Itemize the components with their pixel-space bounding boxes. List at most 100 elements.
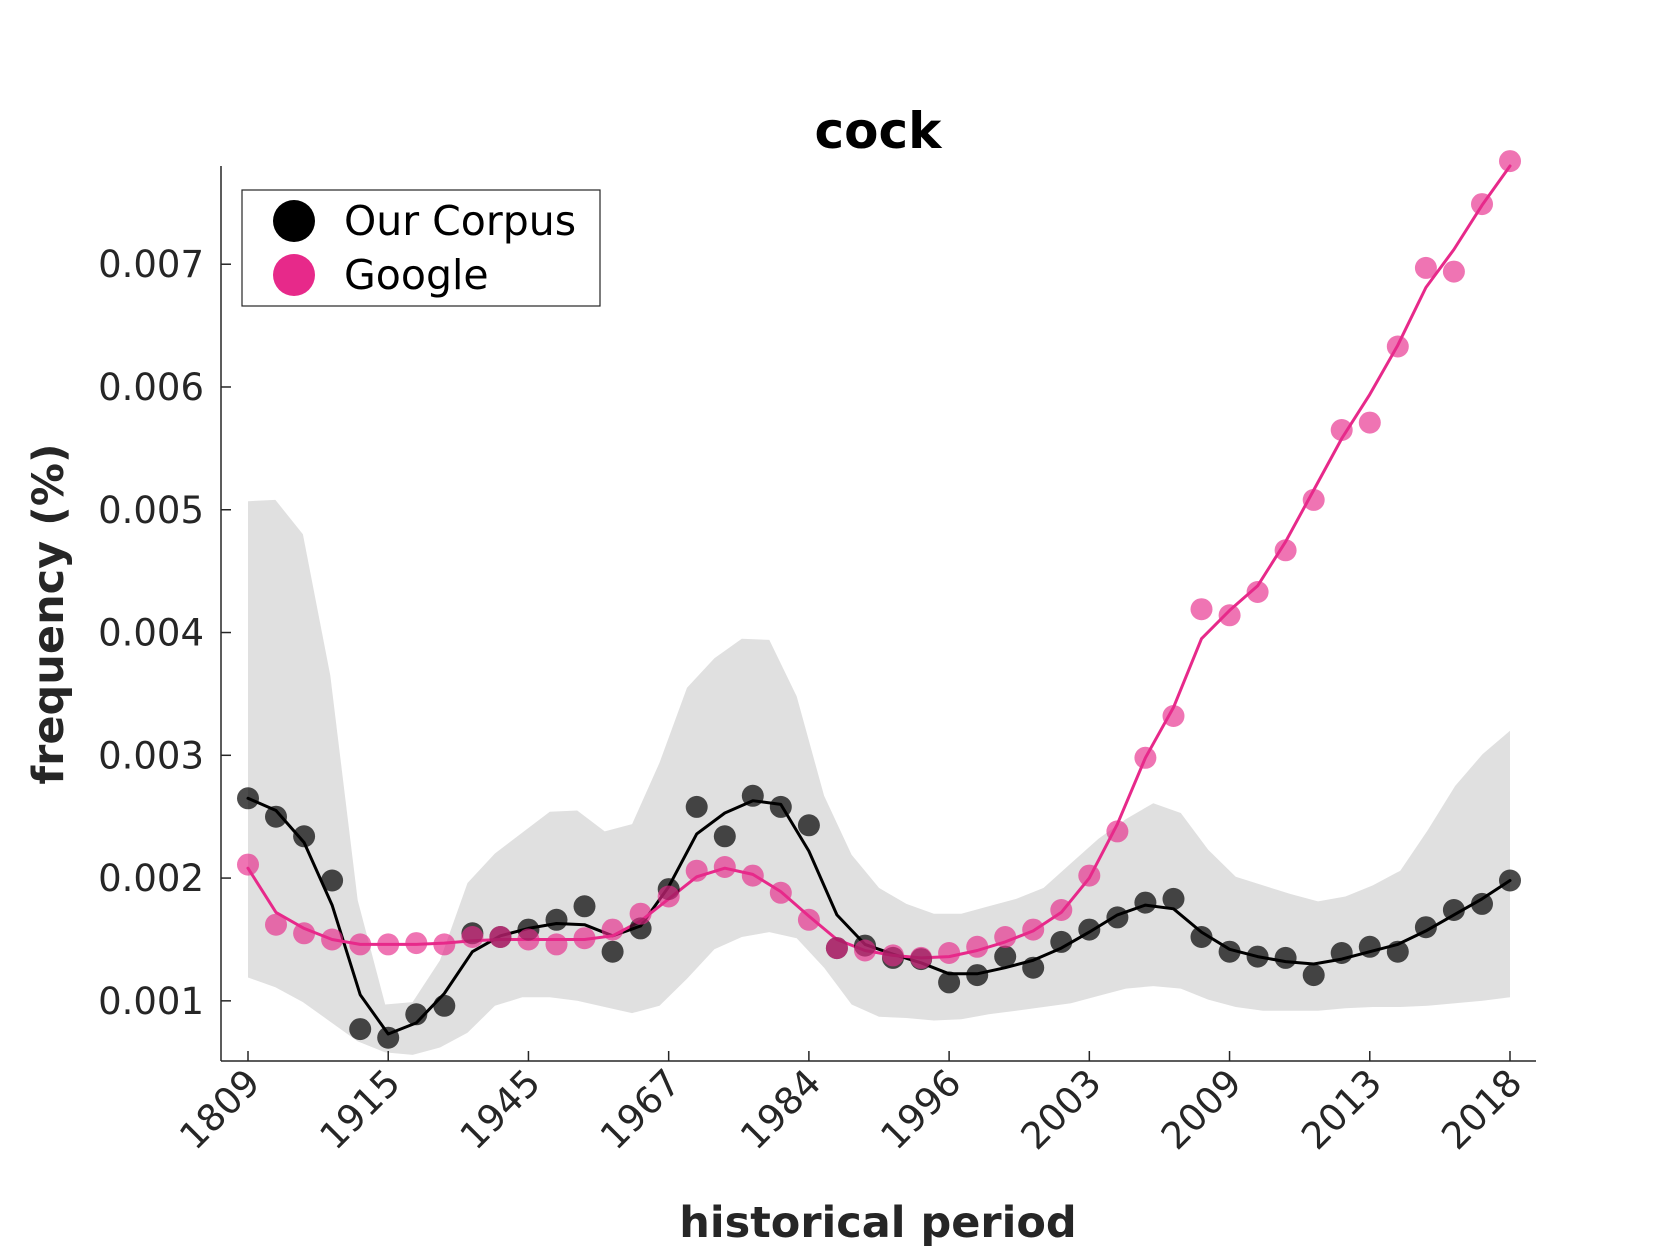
data-point-our-corpus [545, 908, 568, 931]
data-point-our-corpus [713, 825, 736, 848]
data-point-our-corpus [685, 795, 708, 818]
data-point-google [1218, 604, 1241, 627]
data-point-our-corpus [1022, 956, 1045, 979]
data-point-google [994, 926, 1017, 948]
data-point-our-corpus [321, 869, 344, 892]
y-tick-label: 0.006 [98, 366, 204, 409]
data-point-our-corpus [265, 805, 287, 828]
data-point-our-corpus [1358, 935, 1381, 958]
data-point-google [237, 853, 259, 876]
data-point-google [1386, 335, 1409, 358]
data-point-google [433, 933, 456, 956]
data-point-google [657, 885, 680, 908]
legend-label-google: Google [344, 251, 489, 299]
data-point-our-corpus [1162, 887, 1185, 910]
data-point-our-corpus [237, 787, 259, 810]
data-point-google [489, 926, 512, 948]
data-point-our-corpus [377, 1026, 400, 1049]
data-point-our-corpus [1274, 946, 1297, 969]
data-point-our-corpus [1218, 940, 1241, 963]
data-point-our-corpus [797, 814, 820, 837]
data-point-google [405, 932, 428, 955]
data-point-our-corpus [1050, 930, 1073, 953]
data-point-google [685, 859, 708, 882]
data-point-google [601, 918, 624, 941]
y-tick-label: 0.004 [98, 612, 204, 655]
data-point-our-corpus [1134, 891, 1157, 914]
data-point-google [629, 902, 652, 925]
data-point-google [938, 942, 961, 964]
data-point-our-corpus [433, 994, 456, 1017]
data-point-google [1022, 918, 1045, 941]
data-point-our-corpus [1414, 916, 1437, 939]
data-point-our-corpus [601, 940, 624, 963]
data-point-our-corpus [966, 964, 989, 987]
data-point-our-corpus [1190, 926, 1213, 948]
data-point-google [1274, 539, 1297, 562]
data-point-google [461, 926, 484, 948]
axes [220, 166, 1536, 1062]
data-point-our-corpus [1442, 899, 1465, 921]
data-point-google [1190, 598, 1213, 621]
data-point-our-corpus [1078, 918, 1101, 941]
data-point-google [349, 933, 372, 956]
data-point-google [321, 928, 344, 951]
data-point-google [910, 946, 933, 969]
data-point-our-corpus [1246, 945, 1269, 968]
data-point-our-corpus [1106, 906, 1129, 929]
data-point-our-corpus [405, 1003, 428, 1026]
data-point-google [1134, 746, 1157, 769]
data-point-google [1358, 411, 1381, 434]
data-point-our-corpus [769, 795, 792, 818]
trend-line-our-corpus [246, 796, 1512, 1036]
data-point-our-corpus [1499, 869, 1521, 892]
legend-marker-google [273, 254, 315, 296]
data-point-google [1050, 899, 1073, 921]
data-point-our-corpus [573, 895, 596, 918]
data-point-google [741, 864, 764, 887]
data-point-google [966, 935, 989, 958]
data-point-google [713, 856, 736, 878]
data-point-google [1302, 488, 1325, 511]
data-point-layer [237, 150, 1521, 1049]
data-point-google [545, 933, 568, 956]
y-axis-title: frequency (%) [24, 443, 74, 784]
data-point-google [293, 922, 316, 945]
data-point-google [854, 939, 876, 962]
legend: Our Corpus Google [241, 189, 601, 307]
legend-label-our-corpus: Our Corpus [344, 197, 576, 245]
data-point-our-corpus [1471, 892, 1493, 915]
trend-line-layer [246, 164, 1512, 1036]
data-point-google [265, 913, 287, 936]
y-ticks: 0.001 0.002 0.003 0.004 0.005 0.006 0.007 [98, 243, 231, 1023]
legend-marker-our-corpus [273, 200, 315, 242]
data-point-our-corpus [1330, 942, 1353, 964]
data-point-google [1246, 581, 1269, 603]
data-point-google [1078, 864, 1101, 887]
data-point-google [797, 908, 820, 931]
data-point-google [517, 928, 540, 951]
data-point-google [769, 881, 792, 904]
data-point-our-corpus [349, 1018, 372, 1041]
data-point-google [1106, 820, 1129, 843]
data-point-google [1499, 150, 1521, 173]
data-point-our-corpus [1302, 964, 1325, 987]
trend-line-google [246, 164, 1512, 960]
data-point-our-corpus [293, 825, 316, 848]
y-tick-label: 0.001 [98, 980, 204, 1023]
y-tick-label: 0.005 [98, 489, 204, 532]
data-point-google [1162, 705, 1185, 727]
y-tick-label: 0.002 [98, 857, 204, 900]
y-tick-label: 0.003 [98, 734, 204, 777]
data-point-our-corpus [741, 784, 764, 807]
data-point-our-corpus [994, 945, 1017, 968]
data-point-google [1471, 193, 1493, 216]
data-point-google [573, 927, 596, 950]
data-point-google [882, 944, 904, 967]
data-point-google [1330, 419, 1353, 441]
data-point-our-corpus [938, 971, 961, 994]
y-tick-label: 0.007 [98, 243, 204, 286]
x-axis-title: historical period [679, 1198, 1076, 1248]
data-point-google [1442, 260, 1465, 283]
